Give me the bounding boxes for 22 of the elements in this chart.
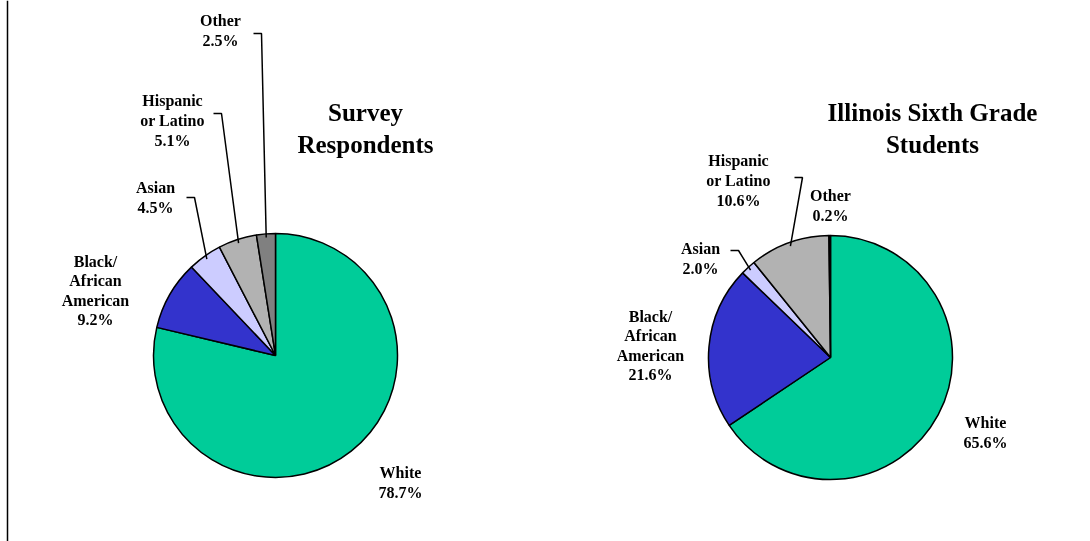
slice-label: Asian <box>135 179 176 197</box>
data-label: 10.6% <box>716 191 761 209</box>
data-label: 0.2% <box>812 206 849 224</box>
data-label: 5.1% <box>154 131 191 149</box>
slice-label: Other <box>810 187 851 205</box>
data-label: 2.0% <box>682 259 719 277</box>
slice-label: Black/ African American <box>616 307 685 364</box>
slice-label: White <box>379 464 422 482</box>
data-label: 4.5% <box>137 198 174 216</box>
slice-label: Asian <box>680 240 721 258</box>
slice-label: Black/ African American <box>61 252 130 309</box>
data-label: 2.5% <box>202 31 239 49</box>
data-label: 21.6% <box>628 366 673 384</box>
data-label: 78.7% <box>378 483 423 501</box>
slice-label: Hispanic or Latino <box>140 92 205 129</box>
data-label: 9.2% <box>77 311 114 329</box>
slice-label: Other <box>200 12 241 30</box>
slice-label: Hispanic or Latino <box>706 152 771 189</box>
slice-label: White <box>964 414 1007 432</box>
chart-title: Illinois Sixth Grade Students <box>827 99 1038 158</box>
text: Survey Respondents <box>297 99 434 158</box>
data-label: 65.6% <box>963 433 1008 451</box>
